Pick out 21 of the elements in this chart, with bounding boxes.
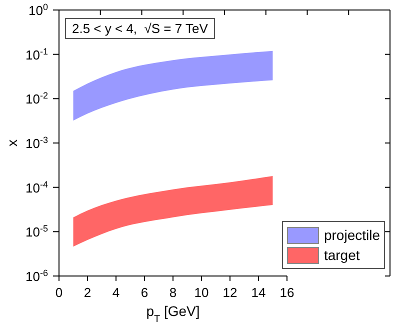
y-axis-title: x [4, 140, 20, 146]
x-tick-label: 4 [112, 285, 120, 300]
x-axis-title: p$_{T}$ [GeV] [146, 303, 200, 323]
x-tick-label: 6 [140, 285, 148, 300]
x-tick-label: 12 [222, 285, 238, 300]
y-tick-label: 10$^{-3}$ [26, 135, 48, 151]
y-tick-label: 10$^{-1}$ [26, 46, 48, 62]
x-tick-label: 2 [84, 285, 92, 300]
x-tick-label: 10 [194, 285, 209, 300]
legend-label: target [324, 247, 360, 263]
y-tick-label: 10$^{-4}$ [26, 179, 48, 196]
legend-label: projectile [324, 227, 380, 243]
y-tick-label: 10$^{-2}$ [26, 90, 48, 107]
x-tick-label: 16 [280, 285, 294, 300]
x-tick-label: 0 [55, 285, 63, 300]
y-tick-label: 10$^{0}$ [28, 2, 48, 18]
x-tick-label: 8 [169, 285, 177, 300]
x-tick-label: 14 [251, 285, 266, 300]
y-tick-label: 10$^{-5}$ [26, 224, 48, 240]
y-tick-label: 10$^{-6}$ [26, 268, 48, 284]
annotation: 2.5 < y < 4, √S = 7 TeV [65, 18, 215, 39]
